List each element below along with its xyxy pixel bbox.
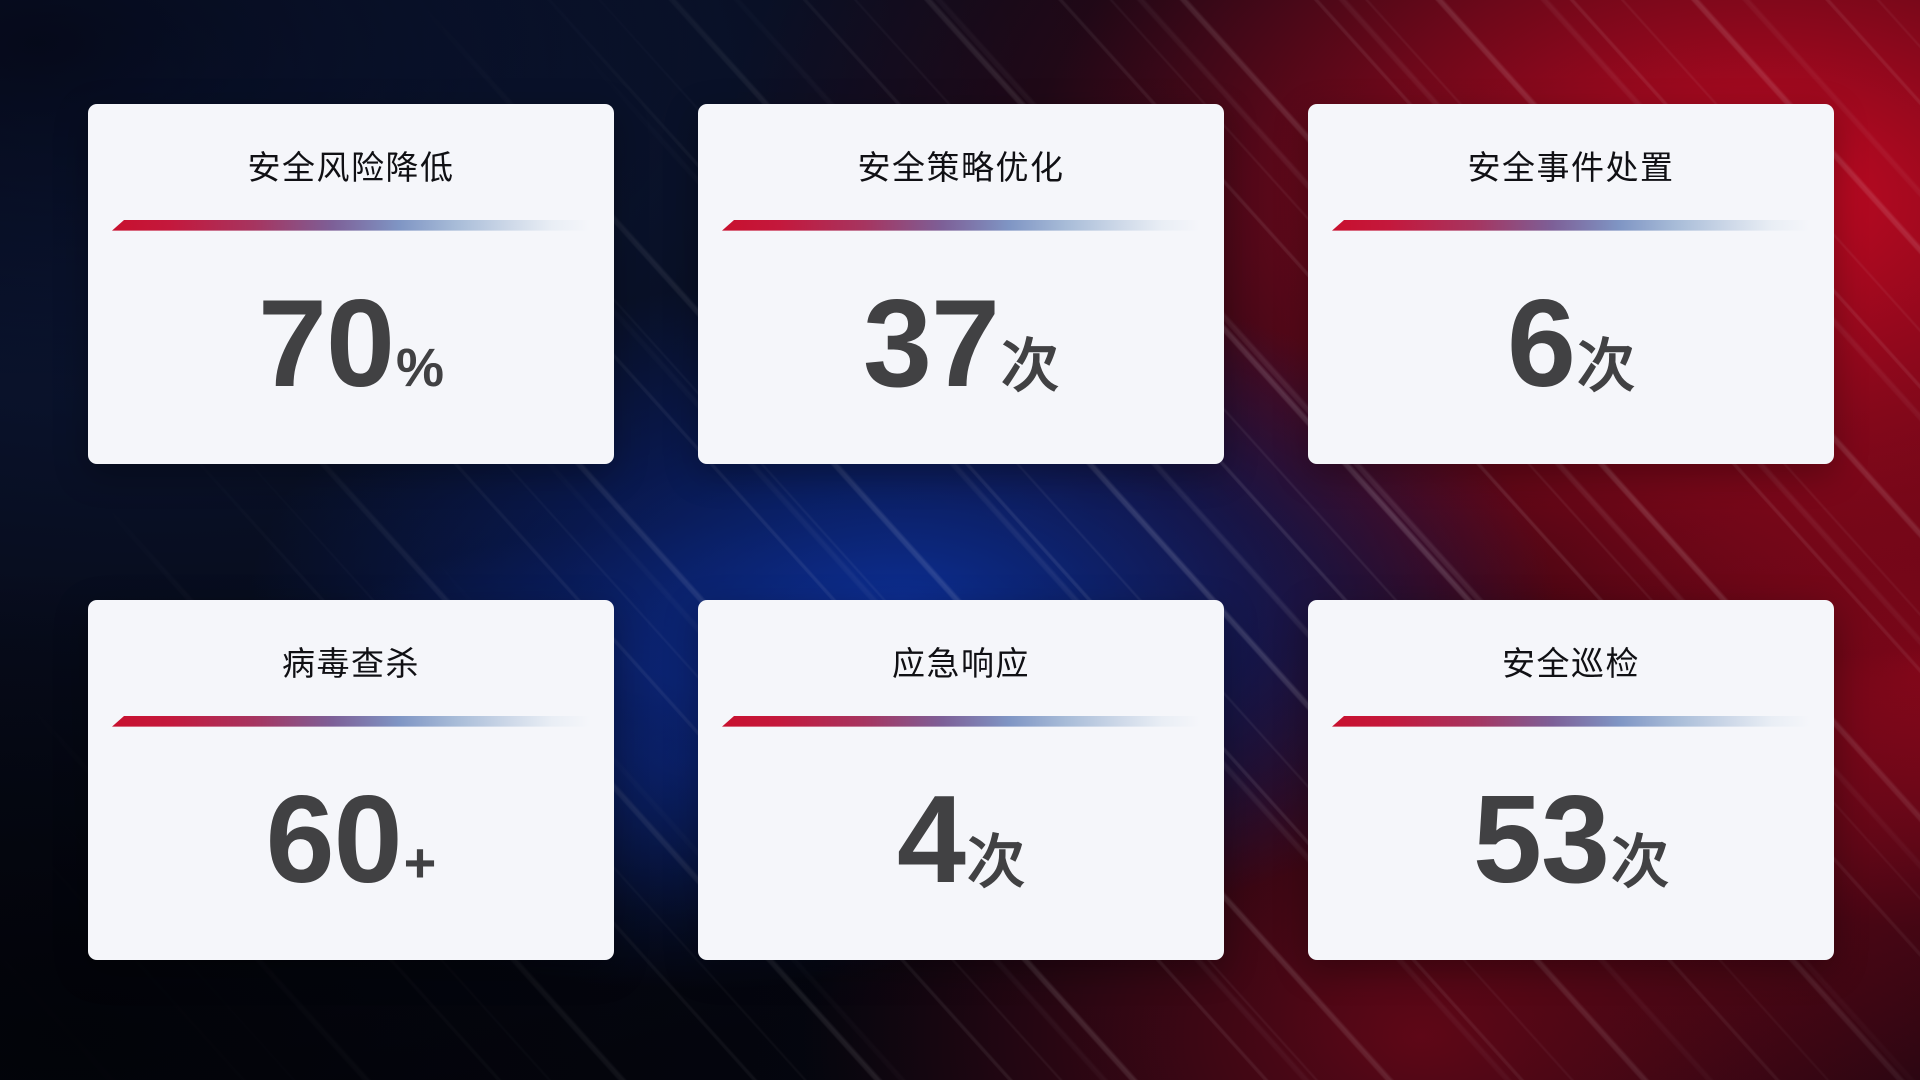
- metric-value-number: 37: [863, 275, 1000, 413]
- metric-card-divider: [722, 714, 1200, 730]
- metric-card-title: 病毒查杀: [282, 645, 420, 682]
- metric-value-number: 6: [1507, 275, 1576, 413]
- metric-card-divider: [1332, 218, 1810, 234]
- metric-value-suffix: %: [395, 338, 444, 398]
- metric-card-grid: 安全风险降低 70 % 安全策略优化 37 次 安全事件处置 6 次 病毒查: [88, 104, 1834, 960]
- metric-card-title: 应急响应: [892, 645, 1030, 682]
- metric-card-value: 4 次: [897, 778, 1025, 902]
- metric-card-divider: [1332, 714, 1810, 730]
- metric-value-suffix: 次: [1576, 334, 1635, 399]
- metric-card-value: 37 次: [863, 282, 1059, 406]
- metric-card[interactable]: 安全事件处置 6 次: [1308, 104, 1834, 464]
- metric-value-number: 60: [265, 771, 403, 909]
- metric-card-title: 安全事件处置: [1467, 149, 1675, 186]
- metric-card-title: 安全风险降低: [247, 149, 455, 186]
- metric-card[interactable]: 安全风险降低 70 %: [88, 104, 614, 464]
- metric-card-title: 安全巡检: [1502, 645, 1640, 682]
- metric-card-divider: [722, 218, 1200, 234]
- metric-card[interactable]: 安全策略优化 37 次: [698, 104, 1224, 464]
- metric-card-value: 60 +: [266, 778, 437, 902]
- metric-card[interactable]: 安全巡检 53 次: [1308, 600, 1834, 960]
- metric-value-suffix: 次: [966, 830, 1025, 895]
- metric-card-value: 6 次: [1507, 282, 1635, 406]
- metric-card-value: 53 次: [1473, 778, 1669, 902]
- metric-card-divider: [112, 714, 590, 730]
- metric-value-number: 70: [258, 275, 395, 413]
- metric-value-number: 4: [897, 771, 966, 909]
- metric-card-divider: [112, 218, 590, 234]
- metric-value-suffix: 次: [1610, 830, 1669, 895]
- metric-value-suffix: 次: [1000, 334, 1059, 399]
- metric-card[interactable]: 病毒查杀 60 +: [88, 600, 614, 960]
- metric-value-suffix: +: [403, 831, 437, 894]
- metric-card-title: 安全策略优化: [857, 149, 1065, 186]
- metric-card[interactable]: 应急响应 4 次: [698, 600, 1224, 960]
- metric-card-value: 70 %: [258, 282, 444, 406]
- metric-value-number: 53: [1473, 771, 1610, 909]
